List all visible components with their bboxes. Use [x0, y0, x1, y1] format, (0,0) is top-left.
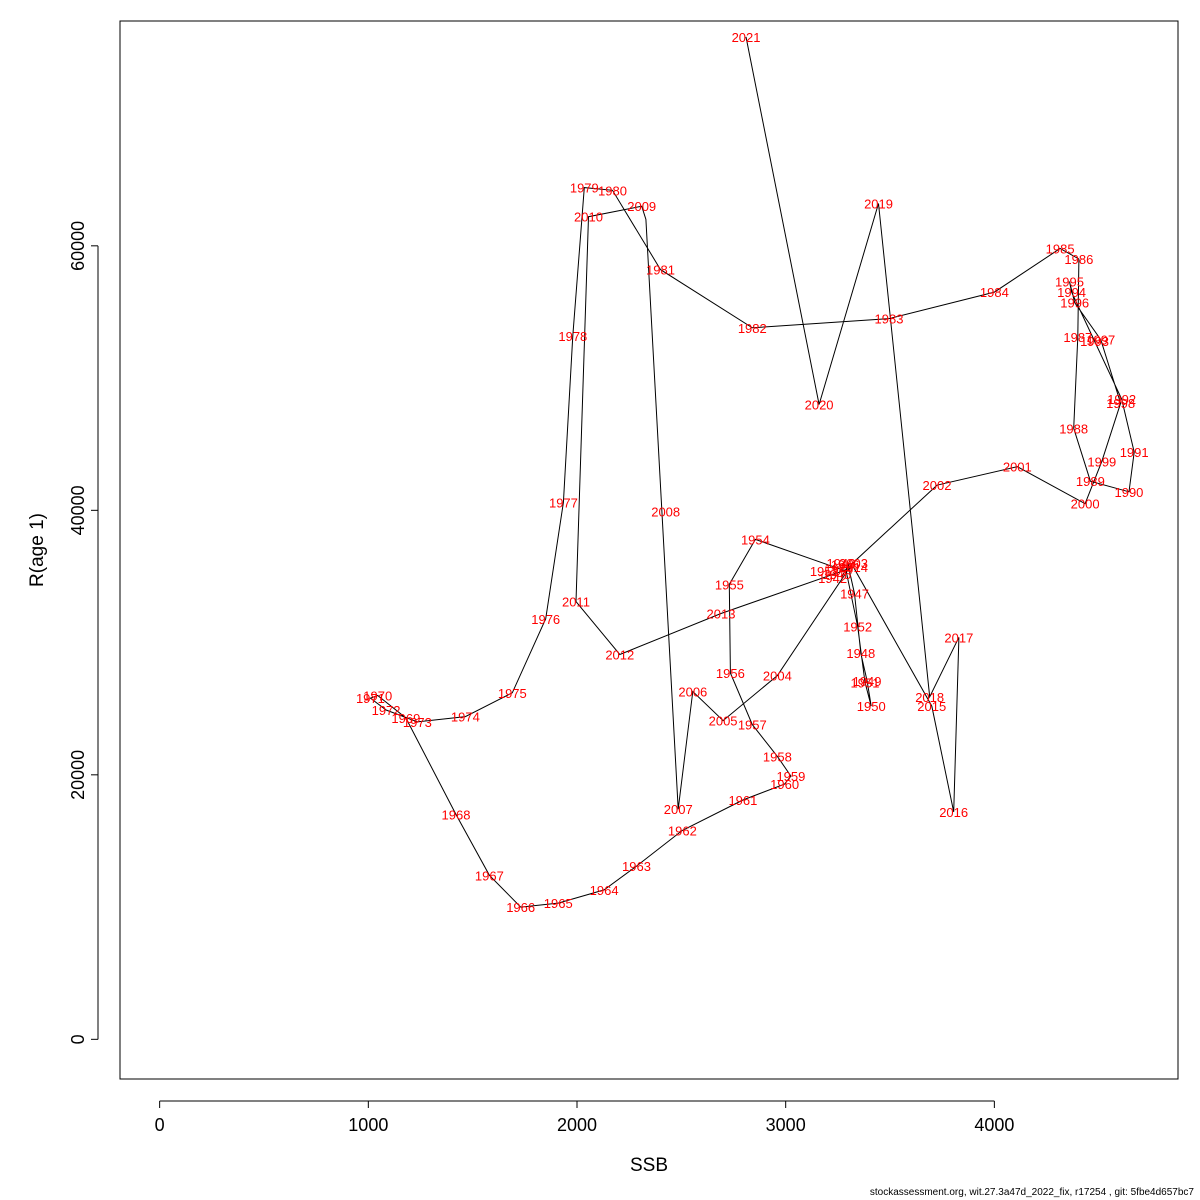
y-tick-label: 20000: [68, 750, 88, 800]
year-label-1988: 1988: [1059, 421, 1088, 436]
year-label-1983: 1983: [875, 312, 904, 327]
year-label-2011: 2011: [562, 595, 590, 610]
year-label-2007: 2007: [664, 802, 693, 817]
year-label-1990: 1990: [1114, 485, 1143, 500]
year-label-1999: 1999: [1087, 454, 1116, 469]
year-label-1965: 1965: [544, 896, 573, 911]
year-label-1962: 1962: [668, 823, 697, 838]
year-label-1954: 1954: [741, 532, 770, 547]
year-label-1951: 1951: [851, 675, 880, 690]
year-label-2006: 2006: [678, 685, 707, 700]
footer-credit: stockassessment.org, wit.27.3a47d_2022_f…: [870, 1187, 1194, 1198]
x-tick-label: 4000: [974, 1115, 1014, 1135]
year-label-1953: 1953: [810, 564, 839, 579]
year-label-2001: 2001: [1003, 460, 1032, 475]
x-axis-title: SSB: [630, 1155, 668, 1176]
year-label-2004: 2004: [763, 669, 792, 684]
x-tick-label: 1000: [348, 1115, 388, 1135]
year-label-1952: 1952: [843, 620, 872, 635]
year-label-1958: 1958: [763, 749, 792, 764]
year-label-1950: 1950: [857, 699, 886, 714]
year-label-2018: 2018: [915, 690, 944, 705]
year-label-2016: 2016: [939, 805, 968, 820]
year-label-2019: 2019: [864, 197, 893, 212]
year-label-1957: 1957: [738, 718, 767, 733]
year-label-1956: 1956: [716, 666, 745, 681]
year-label-2017: 2017: [944, 630, 973, 645]
year-label-1967: 1967: [475, 868, 504, 883]
year-label-2021: 2021: [732, 30, 761, 45]
year-label-1960: 1960: [770, 777, 799, 792]
year-label-1980: 1980: [598, 183, 627, 198]
year-label-1991: 1991: [1120, 445, 1149, 460]
year-label-1984: 1984: [980, 285, 1009, 300]
year-label-1996: 1996: [1060, 296, 1089, 311]
year-label-1972: 1972: [372, 703, 401, 718]
year-label-1964: 1964: [590, 883, 619, 898]
year-label-1997: 1997: [1086, 333, 1115, 348]
year-label-1975: 1975: [498, 686, 527, 701]
year-label-1968: 1968: [442, 808, 471, 823]
year-label-1966: 1966: [506, 900, 535, 915]
year-label-1995: 1995: [1055, 275, 1084, 290]
year-label-1963: 1963: [622, 859, 651, 874]
year-label-1979: 1979: [570, 181, 599, 196]
y-tick-label: 60000: [68, 221, 88, 271]
year-label-2013: 2013: [707, 606, 736, 621]
year-label-2010: 2010: [574, 210, 603, 225]
year-label-1947: 1947: [840, 587, 869, 602]
year-label-1974: 1974: [451, 710, 480, 725]
year-label-2014: 2014: [839, 560, 868, 575]
year-label-2005: 2005: [709, 714, 738, 729]
year-label-1981: 1981: [646, 263, 675, 278]
year-label-2009: 2009: [627, 199, 656, 214]
y-axis: 0 20000 40000 60000: [68, 221, 98, 1045]
y-axis-title: R(age 1): [27, 513, 48, 587]
y-tick-label: 0: [68, 1034, 88, 1044]
year-label-1989: 1989: [1076, 474, 1105, 489]
year-label-2002: 2002: [923, 478, 952, 493]
y-tick-label: 40000: [68, 485, 88, 535]
year-label-1986: 1986: [1064, 252, 1093, 267]
x-axis: 0 1000 2000 3000 4000: [155, 1101, 1015, 1135]
year-label-2008: 2008: [651, 505, 680, 520]
year-label-2020: 2020: [805, 398, 834, 413]
year-label-1978: 1978: [558, 329, 587, 344]
year-label-1977: 1977: [549, 495, 578, 510]
x-tick-label: 3000: [766, 1115, 806, 1135]
year-label-1961: 1961: [728, 793, 757, 808]
plot-frame: [120, 21, 1178, 1079]
year-label-1955: 1955: [715, 577, 744, 592]
x-tick-label: 2000: [557, 1115, 597, 1135]
year-label-1976: 1976: [531, 612, 560, 627]
year-label-1982: 1982: [738, 321, 767, 336]
year-label-2000: 2000: [1071, 497, 1100, 512]
year-labels: 1942194319441945194619471948194919501951…: [356, 30, 1149, 915]
x-tick-label: 0: [155, 1115, 165, 1135]
year-label-1998: 1998: [1106, 396, 1135, 411]
year-label-1973: 1973: [403, 715, 432, 730]
year-label-2012: 2012: [605, 647, 634, 662]
year-label-1948: 1948: [846, 646, 875, 661]
